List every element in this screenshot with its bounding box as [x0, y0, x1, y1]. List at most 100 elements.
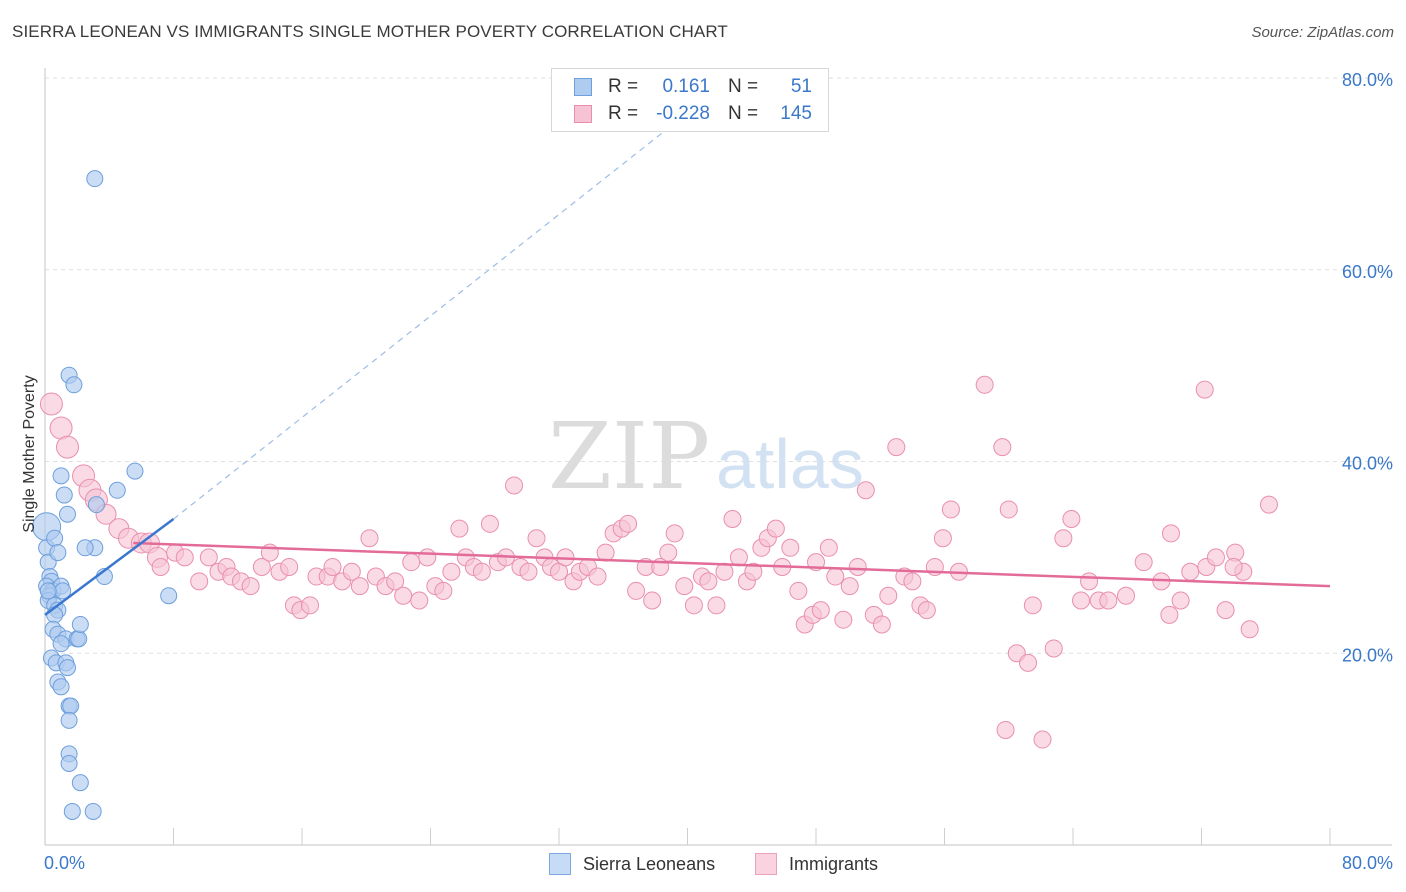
trend-lines	[44, 87, 1331, 616]
immigrants-point	[1206, 548, 1225, 567]
sierra-leoneans-point	[60, 711, 78, 729]
grid-lines	[45, 77, 1392, 654]
tick-labels: 20.0% 40.0% 60.0% 80.0% 0.0% 80.0%	[44, 70, 1393, 873]
legend-row-sierra-leoneans: R = 0.161 N = 51	[574, 75, 812, 99]
sierra-leoneans-point	[126, 462, 144, 480]
sierra-leoneans-trend-extension	[173, 87, 720, 520]
source-label: Source: ZipAtlas.com	[1251, 24, 1394, 41]
immigrants-point	[505, 476, 524, 495]
immigrants-point	[819, 538, 838, 557]
sierra-leoneans-point	[86, 170, 104, 188]
sierra-leoneans-point	[160, 587, 178, 605]
sierra-leoneans-point	[58, 505, 76, 523]
sierra-leoneans-point	[52, 635, 70, 653]
sierra-leoneans-point	[52, 467, 70, 485]
immigrants-point	[941, 500, 960, 519]
immigrants-point	[1054, 529, 1073, 548]
bottom-legend-swatch-blue	[549, 853, 571, 875]
immigrants-point	[996, 720, 1015, 739]
watermark-zip: ZIP	[548, 403, 710, 510]
bottom-legend-label: Sierra Leoneans	[583, 853, 716, 874]
immigrants-point	[39, 392, 63, 416]
immigrants-point	[280, 557, 299, 576]
immigrants-point	[834, 610, 853, 629]
legend-r-value: 0.161	[662, 76, 710, 97]
immigrants-point	[402, 553, 421, 572]
axes	[44, 68, 1392, 846]
legend-n-label: N =	[728, 103, 759, 124]
immigrants-point	[744, 562, 763, 581]
sierra-leoneans-point	[63, 802, 81, 820]
immigrants-points	[39, 375, 1278, 749]
immigrants-point	[729, 548, 748, 567]
immigrants-point	[1216, 601, 1235, 620]
legend-r-label: R =	[608, 103, 639, 124]
immigrants-point	[707, 596, 726, 615]
legend-n-value: 51	[790, 76, 812, 97]
immigrants-point	[151, 557, 170, 576]
immigrants-point	[1044, 639, 1063, 658]
immigrants-point	[386, 572, 405, 591]
watermark-atlas: atlas	[716, 425, 864, 503]
immigrants-point	[1181, 562, 1200, 581]
immigrants-point	[596, 543, 615, 562]
immigrants-point	[1033, 730, 1052, 749]
sierra-leoneans-point	[46, 529, 64, 547]
sierra-leoneans-point	[76, 539, 94, 557]
correlation-legend: R = 0.161 N = 51 R = -0.228 N = 145	[551, 68, 829, 132]
immigrants-point	[241, 577, 260, 596]
immigrants-point	[480, 514, 499, 533]
immigrants-point	[659, 543, 678, 562]
immigrants-point	[199, 548, 218, 567]
immigrants-point	[627, 581, 646, 600]
y-tick-label: 40.0%	[1342, 454, 1393, 474]
x-tick-label: 0.0%	[44, 853, 85, 873]
immigrants-point	[1080, 572, 1099, 591]
sierra-leoneans-points	[32, 170, 178, 820]
immigrants-point	[1117, 586, 1136, 605]
immigrants-point	[1023, 596, 1042, 615]
sierra-leoneans-point	[60, 755, 78, 773]
bottom-legend-label: Immigrants	[789, 853, 879, 874]
immigrants-point	[917, 601, 936, 620]
legend-row-immigrants: R = -0.228 N = 145	[574, 102, 812, 126]
immigrants-point	[1099, 591, 1118, 610]
sierra-leoneans-point	[62, 697, 80, 715]
legend-n-label: N =	[728, 76, 759, 97]
immigrants-point	[766, 519, 785, 538]
immigrants-point	[410, 591, 429, 610]
sierra-leoneans-point	[39, 582, 57, 600]
sierra-leoneans-point	[65, 376, 83, 394]
sierra-leoneans-point	[84, 802, 102, 820]
immigrants-point	[350, 577, 369, 596]
sierra-leoneans-trend-line	[44, 518, 175, 616]
chart-title: SIERRA LEONEAN VS IMMIGRANTS SINGLE MOTH…	[12, 22, 728, 41]
immigrants-point	[588, 567, 607, 586]
immigrants-point	[781, 538, 800, 557]
immigrants-point	[1171, 591, 1190, 610]
immigrants-point	[434, 581, 453, 600]
immigrants-point	[999, 500, 1018, 519]
sierra-leoneans-point	[55, 486, 73, 504]
sierra-leoneans-point	[46, 606, 64, 624]
x-tick-label: 80.0%	[1342, 853, 1393, 873]
immigrants-point	[643, 591, 662, 610]
immigrants-point	[848, 557, 867, 576]
sierra-leoneans-point	[58, 659, 76, 677]
bottom-legend-immigrants: Immigrants	[755, 851, 878, 877]
legend-swatch-pink	[574, 105, 592, 123]
immigrants-point	[55, 435, 79, 459]
immigrants-point	[1240, 620, 1259, 639]
immigrants-point	[342, 562, 361, 581]
immigrants-point	[619, 514, 638, 533]
immigrants-point	[684, 596, 703, 615]
immigrants-point	[699, 572, 718, 591]
immigrants-point	[887, 438, 906, 457]
immigrants-point	[301, 596, 320, 615]
immigrants-point	[360, 529, 379, 548]
immigrants-point	[993, 438, 1012, 457]
immigrants-point	[1224, 557, 1243, 576]
immigrants-point	[1062, 510, 1081, 529]
immigrants-point	[190, 572, 209, 591]
